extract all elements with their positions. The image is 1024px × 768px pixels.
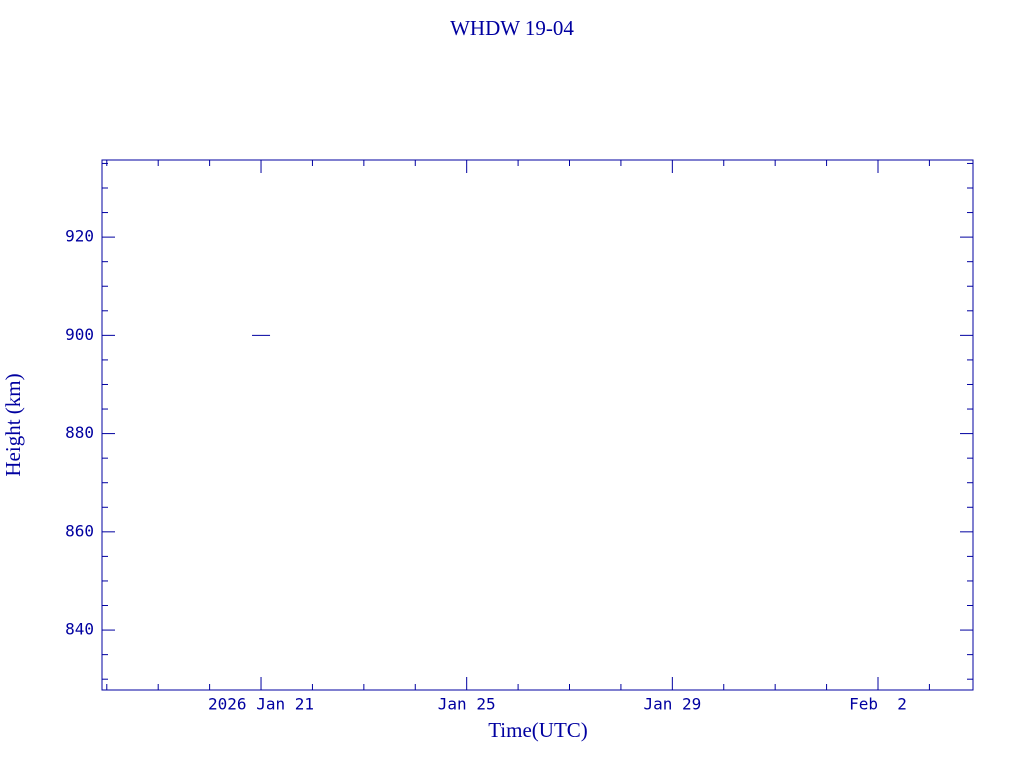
x-axis-label: Time(UTC): [488, 718, 588, 742]
y-tick-label: 880: [65, 423, 94, 442]
plot-frame: [101, 159, 974, 691]
x-tick-label: 2026 Jan 21: [208, 695, 314, 714]
y-tick-label: 900: [65, 325, 94, 344]
y-tick-label: 920: [65, 227, 94, 246]
chart-title: WHDW 19-04: [450, 16, 574, 40]
x-tick-label: Feb 2: [849, 695, 907, 714]
y-tick-label: 860: [65, 521, 94, 540]
y-tick-label: 840: [65, 620, 94, 639]
y-axis-label: Height (km): [1, 373, 25, 476]
x-tick-label: Jan 29: [643, 695, 701, 714]
x-tick-label: Jan 25: [438, 695, 496, 714]
